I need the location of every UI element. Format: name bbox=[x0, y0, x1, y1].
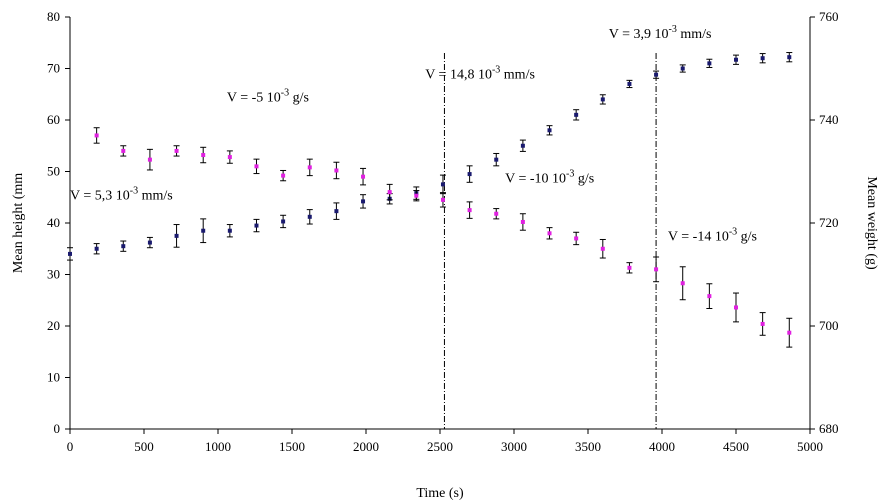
y-left-tick-label: 10 bbox=[47, 370, 60, 385]
height-point bbox=[680, 66, 685, 71]
weight-point bbox=[174, 148, 179, 153]
weight-point bbox=[414, 193, 419, 198]
y-right-tick-label: 720 bbox=[819, 215, 839, 230]
weight-point bbox=[121, 148, 126, 153]
x-axis-label: Time (s) bbox=[416, 486, 464, 501]
y-left-tick-label: 30 bbox=[47, 267, 60, 282]
height-point bbox=[734, 57, 738, 62]
velocity-annotation: V = 5,3 10-3 mm/s bbox=[70, 185, 173, 203]
velocity-annotation: V = 14,8 10-3 mm/s bbox=[425, 64, 535, 82]
x-tick-label: 2000 bbox=[353, 439, 379, 454]
x-tick-label: 500 bbox=[134, 439, 154, 454]
height-point bbox=[334, 209, 339, 214]
weight-point bbox=[307, 165, 312, 170]
y-left-tick-label: 50 bbox=[47, 164, 60, 179]
x-tick-label: 3500 bbox=[575, 439, 601, 454]
height-point bbox=[440, 182, 445, 187]
weight-point bbox=[387, 190, 392, 195]
weight-point bbox=[734, 305, 738, 310]
weight-point bbox=[281, 173, 286, 178]
height-point bbox=[627, 81, 632, 86]
x-tick-label: 4000 bbox=[649, 439, 675, 454]
height-point bbox=[574, 112, 579, 117]
velocity-annotation: V = -10 10-3 g/s bbox=[505, 168, 594, 186]
height-point bbox=[654, 72, 659, 77]
annotations: V = -5 10-3 g/s V = 5,3 10-3 mm/s V = 3,9 … bbox=[70, 24, 757, 244]
weight-point bbox=[787, 330, 792, 335]
weight-point bbox=[760, 321, 765, 326]
height-point bbox=[307, 214, 312, 219]
weight-point bbox=[547, 231, 552, 236]
y-left-tick-label: 70 bbox=[47, 61, 60, 76]
y-axis-right-label: Mean weight (g) bbox=[864, 176, 879, 270]
y-right-tick-label: 680 bbox=[819, 421, 839, 436]
height-point bbox=[494, 157, 499, 162]
x-tick-label: 2500 bbox=[427, 439, 453, 454]
height-point bbox=[707, 61, 712, 66]
weight-point bbox=[654, 267, 659, 272]
weight-point bbox=[334, 168, 339, 173]
reference-lines bbox=[443, 53, 657, 429]
weight-point bbox=[707, 294, 712, 299]
weight-point bbox=[574, 236, 579, 241]
height-point bbox=[600, 97, 605, 102]
height-point bbox=[467, 172, 472, 177]
height-point bbox=[254, 223, 259, 228]
y-right-tick-label: 760 bbox=[819, 9, 839, 24]
y-axis-left-label: Mean height (mm bbox=[11, 173, 26, 273]
x-tick-label: 4500 bbox=[723, 439, 749, 454]
weight-point bbox=[147, 157, 152, 162]
y-left-tick-label: 80 bbox=[47, 9, 60, 24]
height-point bbox=[760, 56, 765, 61]
height-point bbox=[147, 240, 152, 245]
x-tick-label: 3000 bbox=[501, 439, 527, 454]
y-left-tick-label: 60 bbox=[47, 112, 60, 127]
x-tick-label: 1500 bbox=[279, 439, 305, 454]
x-tick-label: 5000 bbox=[797, 439, 823, 454]
height-point bbox=[201, 228, 206, 233]
data-marks bbox=[67, 52, 793, 348]
weight-point bbox=[467, 208, 472, 213]
height-point bbox=[281, 219, 286, 224]
weight-point bbox=[600, 246, 605, 251]
velocity-annotation: V = 3,9 10-3 mm/s bbox=[609, 24, 712, 42]
height-point bbox=[547, 128, 552, 133]
height-point bbox=[520, 143, 525, 148]
weight-point bbox=[440, 197, 445, 202]
weight-point bbox=[494, 211, 499, 216]
y-left-tick-label: 40 bbox=[47, 215, 60, 230]
ticks: 0 500 1000 1500 2000 2500 3000 3500 4000 4500 5000… bbox=[47, 9, 839, 454]
y-right-tick-label: 740 bbox=[819, 112, 839, 127]
height-point bbox=[174, 233, 179, 238]
weight-point bbox=[94, 133, 99, 138]
height-point bbox=[787, 55, 792, 60]
y-left-tick-label: 20 bbox=[47, 318, 60, 333]
y-right-tick-label: 700 bbox=[819, 318, 839, 333]
weight-point bbox=[520, 219, 525, 224]
weight-point bbox=[680, 281, 685, 286]
height-point bbox=[94, 246, 99, 251]
x-tick-label: 0 bbox=[67, 439, 74, 454]
height-point bbox=[227, 228, 232, 233]
weight-point bbox=[361, 174, 366, 179]
velocity-annotation: V = -5 10-3 g/s bbox=[227, 87, 309, 105]
velocity-annotation: V = -14 10-3 g/s bbox=[668, 227, 757, 245]
weight-point bbox=[201, 153, 206, 158]
weight-point bbox=[627, 265, 632, 270]
height-point bbox=[121, 244, 126, 249]
x-tick-label: 1000 bbox=[205, 439, 231, 454]
height-point bbox=[361, 199, 366, 204]
weight-point bbox=[254, 164, 259, 169]
height-point bbox=[68, 251, 72, 256]
y-left-tick-label: 0 bbox=[54, 421, 61, 436]
weight-point bbox=[227, 155, 232, 160]
